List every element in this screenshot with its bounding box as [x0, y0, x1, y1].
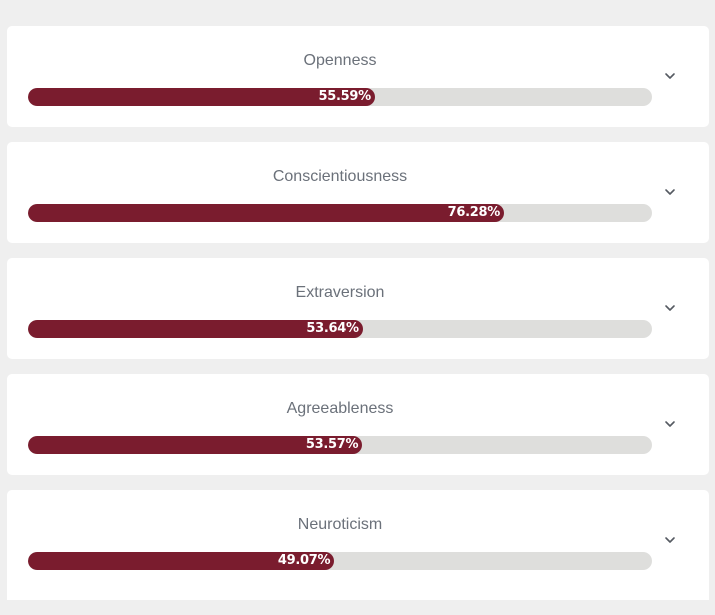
progress-track: 55.59%	[28, 88, 652, 106]
trait-card-openness[interactable]: Openness 55.59%	[7, 26, 709, 127]
trait-title: Conscientiousness	[272, 168, 408, 185]
trait-card-extraversion[interactable]: Extraversion 53.64%	[7, 258, 709, 359]
progress-fill: 76.28%	[28, 204, 504, 222]
chevron-down-icon[interactable]	[664, 186, 676, 198]
trait-title: Neuroticism	[297, 516, 383, 533]
chevron-down-icon[interactable]	[664, 418, 676, 430]
progress-track: 53.57%	[28, 436, 652, 454]
progress-track: 76.28%	[28, 204, 652, 222]
progress-track: 49.07%	[28, 552, 652, 570]
progress-fill: 49.07%	[28, 552, 335, 570]
chevron-down-icon[interactable]	[664, 534, 676, 546]
percent-label: 55.59%	[318, 89, 372, 104]
trait-title: Openness	[303, 52, 377, 69]
progress-fill: 55.59%	[28, 88, 375, 106]
chevron-down-icon[interactable]	[664, 70, 676, 82]
percent-label: 53.57%	[305, 437, 359, 452]
trait-card-neuroticism[interactable]: Neuroticism 49.07%	[7, 490, 709, 600]
chevron-down-icon[interactable]	[664, 302, 676, 314]
progress-fill: 53.57%	[28, 436, 363, 454]
percent-label: 76.28%	[447, 205, 501, 220]
trait-title: Agreeableness	[286, 400, 394, 417]
percent-label: 49.07%	[277, 553, 331, 568]
progress-track: 53.64%	[28, 320, 652, 338]
trait-card-conscientiousness[interactable]: Conscientiousness 76.28%	[7, 142, 709, 243]
trait-list: Openness 55.59% Conscientiousness 76.28%…	[7, 26, 709, 615]
trait-card-agreeableness[interactable]: Agreeableness 53.57%	[7, 374, 709, 475]
progress-fill: 53.64%	[28, 320, 363, 338]
percent-label: 53.64%	[306, 321, 359, 336]
trait-title: Extraversion	[295, 284, 385, 301]
